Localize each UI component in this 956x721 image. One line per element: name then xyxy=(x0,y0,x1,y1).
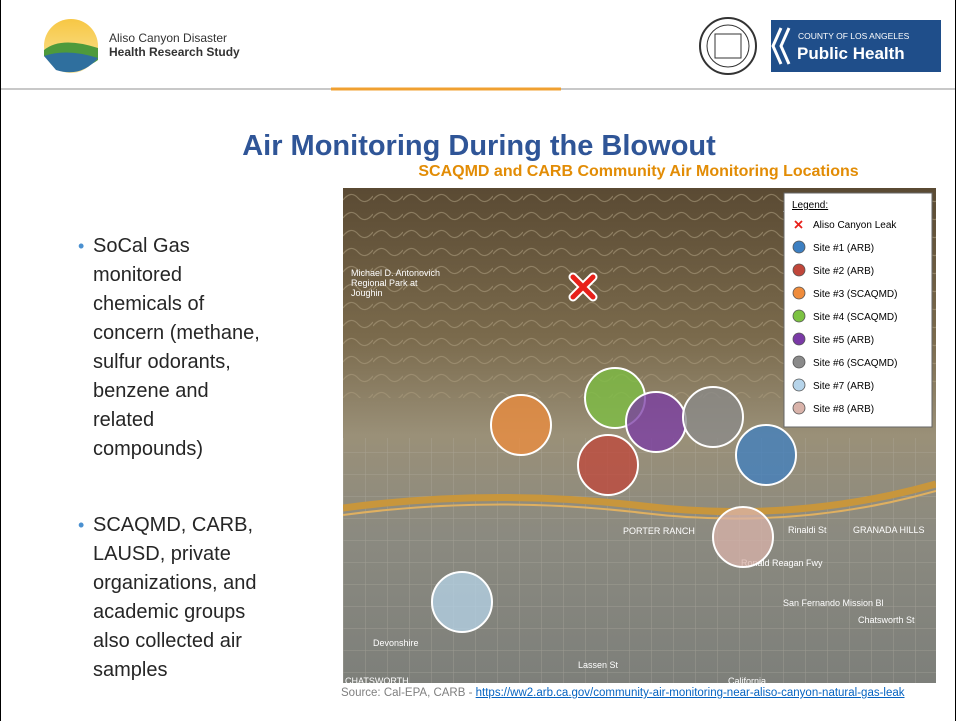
source-link[interactable]: https://ww2.arb.ca.gov/community-air-mon… xyxy=(475,687,905,699)
county-seal xyxy=(699,17,757,75)
bullet-line: LAUSD, private xyxy=(93,543,231,565)
bullet-line: organizations, and xyxy=(93,572,257,594)
map: Michael D.Antonovich OpenSpaceMichael D.… xyxy=(343,188,936,683)
study-name: Aliso Canyon Disaster xyxy=(109,31,227,45)
legend-swatch xyxy=(792,309,806,323)
site-circle xyxy=(682,386,744,448)
source-prefix: Source: Cal-EPA, CARB - xyxy=(341,687,476,699)
leak-x xyxy=(570,274,596,300)
header: Aliso Canyon Disaster Health Research St… xyxy=(1,17,955,91)
map-label: San Fernando Mission Bl xyxy=(783,598,884,608)
legend-swatch xyxy=(792,240,806,254)
bullet-line: related xyxy=(93,409,155,431)
legend-swatch xyxy=(792,355,806,369)
department-name: Public Health xyxy=(797,44,905,63)
map-label: Lassen St xyxy=(578,660,619,670)
bullet-marker: • xyxy=(78,236,85,256)
bullet-line: compounds) xyxy=(93,438,204,460)
legend-title: Legend: xyxy=(792,200,828,211)
legend-label: Site #3 (SCAQMD) xyxy=(813,289,897,300)
legend-swatch xyxy=(792,263,806,277)
bullet-line: concern (methane, xyxy=(93,322,260,344)
map-label: Rinaldi St xyxy=(788,525,827,535)
county-name: COUNTY OF LOS ANGELES xyxy=(798,31,910,41)
legend-label: Site #2 (ARB) xyxy=(813,266,874,277)
bullet: • SCAQMD, CARB, LAUSD, private organization… xyxy=(73,511,256,685)
site-circle xyxy=(625,391,687,453)
bullet-marker: • xyxy=(78,515,85,535)
legend-swatch xyxy=(792,401,806,415)
legend-label: Site #6 (SCAQMD) xyxy=(813,358,897,369)
legend-label: Site #8 (ARB) xyxy=(813,404,874,415)
map-label: California xyxy=(728,676,766,683)
bullet-line: monitored xyxy=(93,264,182,286)
study-name: Health Research Study xyxy=(109,45,240,59)
legend-label: Site #7 (ARB) xyxy=(813,381,874,392)
map-label: Devonshire xyxy=(373,638,419,648)
site-circle xyxy=(712,506,774,568)
map-label: GRANADA HILLS xyxy=(853,525,925,535)
map-title: SCAQMD and CARB Community Air Monitoring… xyxy=(418,163,859,180)
bullet-line: chemicals of xyxy=(93,293,205,315)
bullet-line: also collected air xyxy=(93,630,242,652)
source-note: Source: Cal-EPA, CARB - https://ww2.arb.… xyxy=(341,686,941,700)
legend-label: Aliso Canyon Leak xyxy=(813,220,897,231)
slide-title: Air Monitoring During the Blowout xyxy=(242,130,716,162)
legend-label: Site #4 (SCAQMD) xyxy=(813,312,897,323)
legend-swatch xyxy=(792,286,806,300)
bullet-line: samples xyxy=(93,659,168,681)
bullet-line: SoCal Gas xyxy=(93,235,190,257)
map-label: CHATSWORTH xyxy=(345,676,409,683)
bullet: • SoCal Gas monitored chemicals of concern (… xyxy=(73,232,260,464)
map-label: Michael D. Antonovich Regional Park at Jou… xyxy=(351,268,440,298)
legend-label: Site #5 (ARB) xyxy=(813,335,874,346)
site-circle xyxy=(735,424,797,486)
legend-leak-icon xyxy=(794,220,803,229)
public-health-logo xyxy=(771,20,941,72)
site-circle xyxy=(431,571,493,633)
map-label: PORTER RANCH xyxy=(623,526,695,536)
site-circle xyxy=(577,434,639,496)
map-label: Ronald Reagan Fwy xyxy=(741,558,823,568)
legend-swatch xyxy=(792,332,806,346)
bullet-line: sulfur odorants, xyxy=(93,351,231,373)
legend-box xyxy=(783,192,933,428)
legend-swatch xyxy=(792,378,806,392)
bullet-line: benzene and xyxy=(93,380,209,402)
bullet-line: SCAQMD, CARB, xyxy=(93,514,254,536)
site-circle xyxy=(490,394,552,456)
leak-marker xyxy=(568,272,598,302)
map-label: Chatsworth St xyxy=(858,615,915,625)
bullet-line: academic groups xyxy=(93,601,246,623)
study-logo xyxy=(44,19,98,73)
legend-label: Site #1 (ARB) xyxy=(813,243,874,254)
